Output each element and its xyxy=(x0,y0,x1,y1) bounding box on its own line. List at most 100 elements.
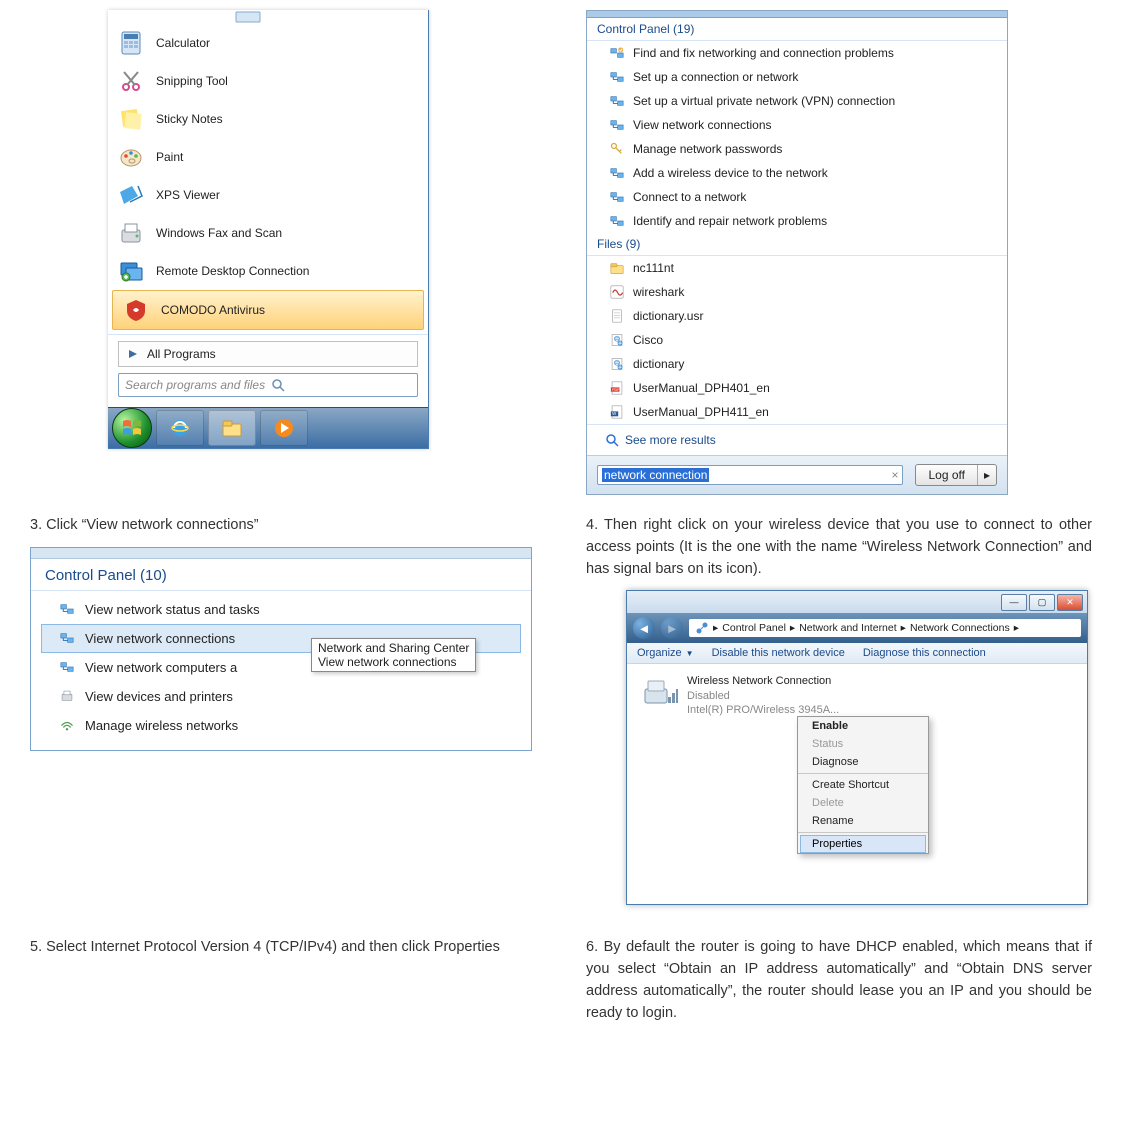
search-placeholder: Search programs and files xyxy=(125,378,265,392)
bc-sep: ▸ xyxy=(901,622,906,634)
cp-result-item[interactable]: Set up a connection or network xyxy=(587,65,1007,89)
menu-item-label: Sticky Notes xyxy=(156,112,223,126)
forward-button[interactable]: ► xyxy=(661,617,683,639)
file-result-item[interactable]: nc111nt xyxy=(587,256,1007,280)
ctx-rename[interactable]: Rename xyxy=(798,812,928,830)
step-5-text: 5. Select Internet Protocol Version 4 (T… xyxy=(30,937,536,959)
adapter-icon xyxy=(641,674,679,710)
breadcrumb-2[interactable]: Network Connections xyxy=(910,622,1010,634)
start-search-input[interactable]: Search programs and files xyxy=(118,373,418,397)
result-label: Manage network passwords xyxy=(633,142,782,156)
back-button[interactable]: ◄ xyxy=(633,617,655,639)
disable-device[interactable]: Disable this network device xyxy=(712,647,845,659)
ctx-diagnose[interactable]: Diagnose xyxy=(798,753,928,771)
result-label: Set up a virtual private network (VPN) c… xyxy=(633,94,895,108)
breadcrumb[interactable]: ▸ Control Panel ▸ Network and Internet ▸… xyxy=(689,619,1081,637)
tooltip-line2: View network connections xyxy=(318,655,469,669)
ctx-create-shortcut[interactable]: Create Shortcut xyxy=(798,776,928,794)
file-result-item[interactable]: Cisco xyxy=(587,328,1007,352)
diagnose-connection[interactable]: Diagnose this connection xyxy=(863,647,986,659)
net-icon xyxy=(59,630,75,646)
cp-item-label: Manage wireless networks xyxy=(85,718,238,733)
close-button[interactable]: ✕ xyxy=(1057,594,1083,611)
wireshark-icon xyxy=(609,284,625,300)
minimize-button[interactable]: — xyxy=(1001,594,1027,611)
printer-icon xyxy=(59,688,75,704)
tooltip: Network and Sharing Center View network … xyxy=(311,638,476,672)
file-label: dictionary xyxy=(633,357,684,371)
rdp-icon xyxy=(116,256,146,286)
menu-item-calculator[interactable]: Calculator xyxy=(108,24,428,62)
file-result-item[interactable]: dictionary xyxy=(587,352,1007,376)
all-programs[interactable]: All Programs xyxy=(118,341,418,367)
start-button[interactable] xyxy=(112,408,152,448)
taskbar-explorer-icon[interactable] xyxy=(208,410,256,446)
maximize-button[interactable]: ▢ xyxy=(1029,594,1055,611)
taskbar-ie-icon[interactable] xyxy=(156,410,204,446)
step-3-text: 3. Click “View network connections” xyxy=(30,515,536,537)
breadcrumb-1[interactable]: Network and Internet xyxy=(799,622,896,634)
nav-bar: ◄ ► ▸ Control Panel ▸ Network and Intern… xyxy=(627,613,1087,643)
ctx-properties[interactable]: Properties xyxy=(800,835,926,853)
cp-result-item[interactable]: Identify and repair network problems xyxy=(587,209,1007,233)
search-results-panel: Control Panel (19) Find and fix networki… xyxy=(586,10,1008,495)
cp-item[interactable]: View network status and tasks xyxy=(31,595,531,624)
network-icon xyxy=(609,93,625,109)
cp-result-item[interactable]: Add a wireless device to the network xyxy=(587,161,1007,185)
network-icon xyxy=(609,213,625,229)
wireless-adapter[interactable]: Wireless Network Connection Disabled Int… xyxy=(641,674,861,717)
cp-result-item[interactable]: Manage network passwords xyxy=(587,137,1007,161)
bc-sep: ▸ xyxy=(790,622,795,634)
menu-item-windows-fax-and-scan[interactable]: Windows Fax and Scan xyxy=(108,214,428,252)
adapter-list: Wireless Network Connection Disabled Int… xyxy=(627,664,1087,904)
ctx-delete: Delete xyxy=(798,794,928,812)
scissors-icon xyxy=(116,66,146,96)
taskbar-wmp-icon[interactable] xyxy=(260,410,308,446)
see-more-results[interactable]: See more results xyxy=(587,424,1007,455)
menu-item-snipping-tool[interactable]: Snipping Tool xyxy=(108,62,428,100)
cp-result-item[interactable]: Connect to a network xyxy=(587,185,1007,209)
net-icon xyxy=(59,601,75,617)
doc-icon xyxy=(609,308,625,324)
network-icon xyxy=(609,141,625,157)
file-result-item[interactable]: dictionary.usr xyxy=(587,304,1007,328)
clear-icon[interactable]: × xyxy=(891,468,898,482)
cp-item[interactable]: View devices and printers xyxy=(31,682,531,711)
menu-item-xps-viewer[interactable]: XPS Viewer xyxy=(108,176,428,214)
search-term: network connection xyxy=(602,468,709,482)
start-menu: CalculatorSnipping Tool Sticky Notes Paint… xyxy=(108,10,429,449)
calculator-icon xyxy=(116,28,146,58)
bc-sep: ▸ xyxy=(713,622,718,634)
logoff-button[interactable]: Log off ▸ xyxy=(915,464,997,486)
file-label: UserManual_DPH411_en xyxy=(633,405,769,419)
word-icon: W xyxy=(609,404,625,420)
breadcrumb-0[interactable]: Control Panel xyxy=(722,622,786,634)
adapter-name: Wireless Network Connection xyxy=(687,674,839,688)
network-icon xyxy=(609,45,625,61)
network-icon xyxy=(609,117,625,133)
search-input-field[interactable]: network connection × xyxy=(597,465,903,485)
xps-icon xyxy=(116,180,146,210)
file-label: dictionary.usr xyxy=(633,309,703,323)
menu-item-sticky-notes[interactable]: Sticky Notes xyxy=(108,100,428,138)
menu-item-remote-desktop-connection[interactable]: Remote Desktop Connection xyxy=(108,252,428,290)
adapter-device: Intel(R) PRO/Wireless 3945A... xyxy=(687,703,839,717)
files-group-header: Files (9) xyxy=(587,233,1007,256)
bc-sep: ▸ xyxy=(1014,622,1019,634)
result-label: Add a wireless device to the network xyxy=(633,166,828,180)
result-label: Connect to a network xyxy=(633,190,746,204)
ctx-enable[interactable]: Enable xyxy=(798,717,928,735)
cp-result-item[interactable]: View network connections xyxy=(587,113,1007,137)
cp-result-item[interactable]: Set up a virtual private network (VPN) c… xyxy=(587,89,1007,113)
menu-item-comodo-antivirus[interactable]: COMODO Antivirus xyxy=(112,290,424,330)
menu-item-paint[interactable]: Paint xyxy=(108,138,428,176)
logoff-dropdown-icon[interactable]: ▸ xyxy=(978,465,996,485)
file-result-item[interactable]: W UserManual_DPH411_en xyxy=(587,400,1007,424)
organize-menu[interactable]: Organize ▼ xyxy=(637,647,694,659)
cp-item[interactable]: Manage wireless networks xyxy=(31,711,531,740)
cp-result-item[interactable]: Find and fix networking and connection p… xyxy=(587,41,1007,65)
logoff-label: Log off xyxy=(916,465,977,485)
see-more-label: See more results xyxy=(625,433,716,447)
file-result-item[interactable]: wireshark xyxy=(587,280,1007,304)
file-result-item[interactable]: PDFUserManual_DPH401_en xyxy=(587,376,1007,400)
